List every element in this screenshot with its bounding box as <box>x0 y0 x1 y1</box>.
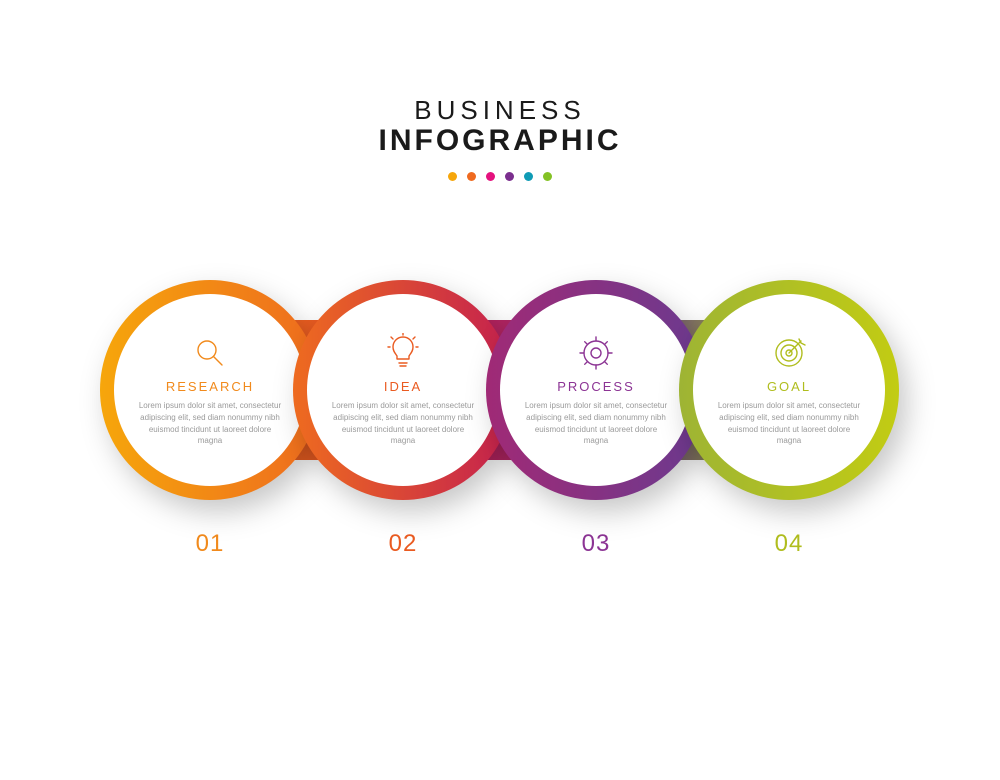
step-numbers-row: 01020304 <box>0 530 1000 570</box>
step-title: IDEA <box>384 379 422 394</box>
num-row: 01020304 <box>100 530 900 570</box>
step-body: Lorem ipsum dolor sit amet, consectetur … <box>329 400 477 446</box>
bulb-icon <box>385 333 421 373</box>
step-number: 04 <box>679 530 899 558</box>
header-dot <box>467 172 476 181</box>
step-title: PROCESS <box>557 379 635 394</box>
header-dot <box>543 172 552 181</box>
header-dot <box>505 172 514 181</box>
header: BUSINESS INFOGRAPHIC <box>0 0 1000 181</box>
step-inner: GOAL Lorem ipsum dolor sit amet, consecte… <box>693 294 885 486</box>
step-number: 02 <box>293 530 513 558</box>
step-ring: PROCESS Lorem ipsum dolor sit amet, conse… <box>486 280 706 500</box>
header-dot <box>486 172 495 181</box>
title-line2: INFOGRAPHIC <box>0 124 1000 158</box>
step-inner: IDEA Lorem ipsum dolor sit amet, consecte… <box>307 294 499 486</box>
step-body: Lorem ipsum dolor sit amet, consectetur … <box>136 400 284 446</box>
step-title: RESEARCH <box>166 379 254 394</box>
header-dot <box>524 172 533 181</box>
infographic-stage: RESEARCH Lorem ipsum dolor sit amet, cons… <box>0 280 1000 500</box>
step-title: GOAL <box>767 379 811 394</box>
step-number: 01 <box>100 530 320 558</box>
gear-icon <box>578 333 614 373</box>
search-icon <box>192 333 228 373</box>
step-ring: RESEARCH Lorem ipsum dolor sit amet, cons… <box>100 280 320 500</box>
title-line1: BUSINESS <box>0 95 1000 126</box>
header-dot <box>448 172 457 181</box>
step-inner: RESEARCH Lorem ipsum dolor sit amet, cons… <box>114 294 306 486</box>
step-body: Lorem ipsum dolor sit amet, consectetur … <box>522 400 670 446</box>
header-dots <box>0 172 1000 181</box>
step-ring: IDEA Lorem ipsum dolor sit amet, consecte… <box>293 280 513 500</box>
step-inner: PROCESS Lorem ipsum dolor sit amet, conse… <box>500 294 692 486</box>
step-ring: GOAL Lorem ipsum dolor sit amet, consecte… <box>679 280 899 500</box>
step-number: 03 <box>486 530 706 558</box>
circle-chain: RESEARCH Lorem ipsum dolor sit amet, cons… <box>100 280 900 500</box>
step-body: Lorem ipsum dolor sit amet, consectetur … <box>715 400 863 446</box>
target-icon <box>771 333 807 373</box>
